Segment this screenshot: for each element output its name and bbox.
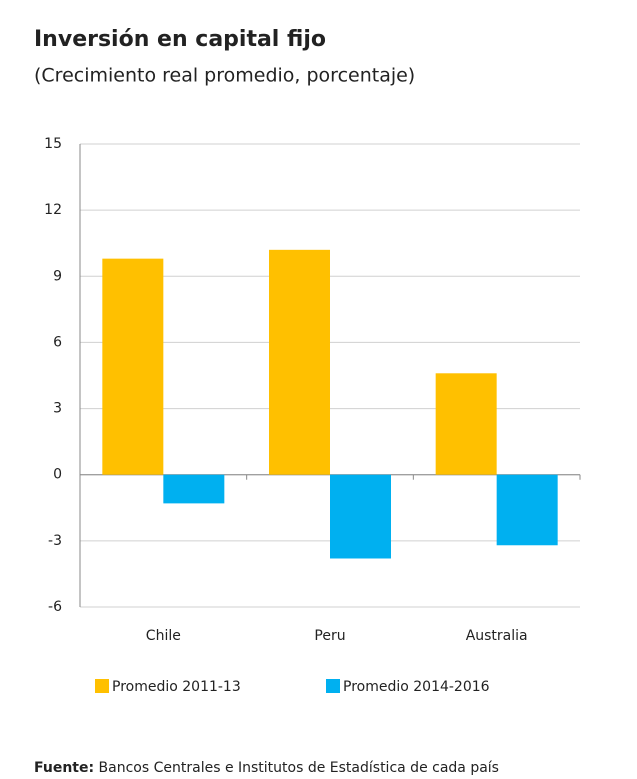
chart-subtitle: (Crecimiento real promedio, porcentaje) <box>34 65 415 87</box>
bar <box>102 258 164 475</box>
y-tick-label: 0 <box>53 467 62 483</box>
bar <box>269 249 330 475</box>
source-text: Bancos Centrales e Institutos de Estadís… <box>99 760 499 776</box>
chart-title: Inversión en capital fijo <box>34 27 326 52</box>
y-tick-label: 9 <box>53 268 62 284</box>
legend-swatch <box>326 679 340 693</box>
y-tick-label: -3 <box>48 533 62 549</box>
y-tick-label: 12 <box>44 202 62 218</box>
bar <box>435 373 497 475</box>
y-tick-label: 6 <box>53 334 62 350</box>
source-label: Fuente: <box>34 760 94 776</box>
x-tick-label: Australia <box>466 628 528 644</box>
source: Fuente: Bancos Centrales e Institutos de… <box>34 760 499 776</box>
bar <box>496 474 558 546</box>
x-tick-label: Peru <box>314 628 345 644</box>
bar <box>330 474 391 559</box>
legend-label: Promedio 2011-13 <box>112 679 241 695</box>
bar <box>163 474 225 504</box>
y-tick-label: 3 <box>53 401 62 417</box>
x-tick-label: Chile <box>146 628 181 644</box>
y-tick-label: -6 <box>48 599 62 615</box>
y-tick-label: 15 <box>44 136 62 152</box>
legend-swatch <box>95 679 109 693</box>
legend-label: Promedio 2014-2016 <box>343 679 490 695</box>
